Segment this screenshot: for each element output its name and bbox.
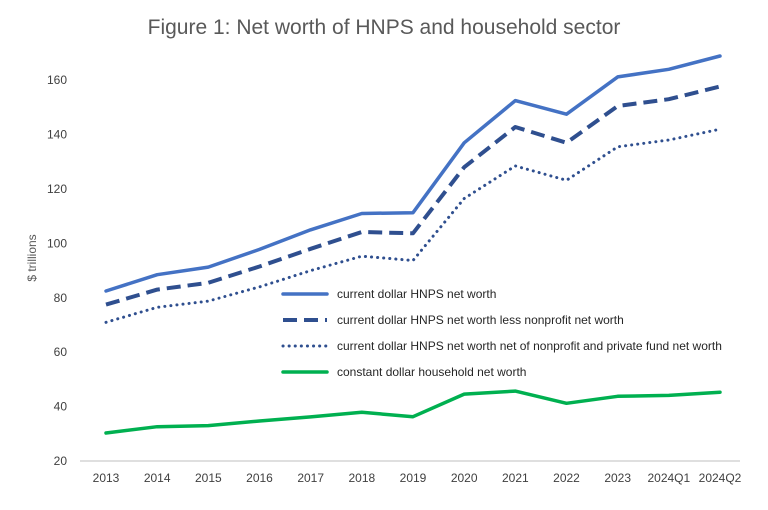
- chart-title: Figure 1: Net worth of HNPS and househol…: [148, 16, 621, 39]
- x-tick-labels: 2013 2014 2015 2016 2017 2018 2019 2020 2021 2022…: [93, 471, 742, 485]
- x-tick-label: 2017: [297, 471, 324, 485]
- x-tick-label: 2018: [348, 471, 375, 485]
- legend-label-2: current dollar HNPS net worth less nonpr…: [337, 313, 624, 327]
- x-tick-label: 2020: [451, 471, 478, 485]
- legend-label-1: current dollar HNPS net worth: [337, 287, 496, 301]
- x-tick-label: 2013: [93, 471, 120, 485]
- series-line-1: [104, 54, 722, 293]
- y-tick-label: 100: [47, 236, 67, 250]
- y-tick-label: 20: [54, 454, 68, 468]
- series-line-3: [104, 127, 722, 324]
- x-tick-label: 2024Q1: [647, 471, 690, 485]
- x-tick-label: 2022: [553, 471, 580, 485]
- legend: current dollar HNPS net worth current dol…: [281, 287, 722, 379]
- y-tick-label: 120: [47, 182, 67, 196]
- y-tick-label: 80: [54, 291, 68, 305]
- x-tick-label: 2023: [604, 471, 631, 485]
- x-tick-label: 2014: [144, 471, 171, 485]
- x-tick-label: 2021: [502, 471, 529, 485]
- series-lines: [104, 54, 722, 435]
- x-tick-label: 2019: [400, 471, 427, 485]
- x-tick-label: 2016: [246, 471, 273, 485]
- series-line-2: [105, 84, 721, 307]
- y-tick-labels: 20 40 60 80 100 120 140 160: [47, 73, 67, 468]
- y-tick-label: 60: [54, 345, 68, 359]
- series-line-4: [104, 389, 722, 435]
- y-tick-label: 140: [47, 128, 67, 142]
- x-tick-label: 2024Q2: [699, 471, 742, 485]
- y-axis-label: $ trillions: [25, 234, 39, 281]
- legend-label-3: current dollar HNPS net worth net of non…: [337, 339, 722, 353]
- legend-label-4: constant dollar household net worth: [337, 365, 526, 379]
- y-tick-label: 160: [47, 73, 67, 87]
- x-tick-label: 2015: [195, 471, 222, 485]
- y-tick-label: 40: [54, 400, 68, 414]
